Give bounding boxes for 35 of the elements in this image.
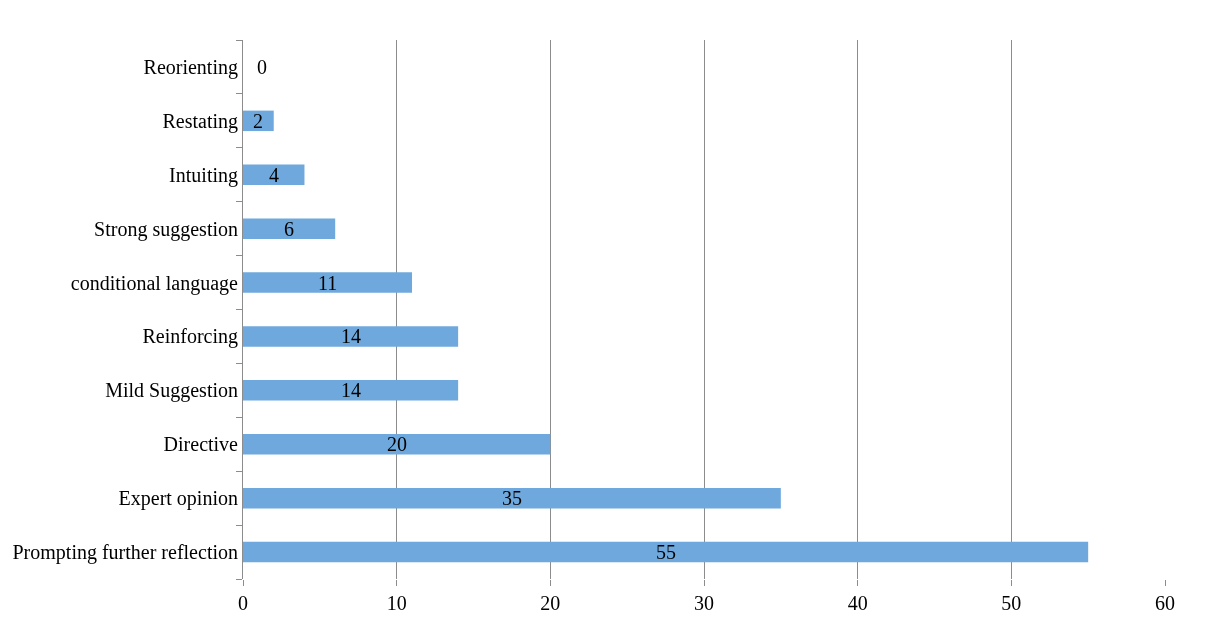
bar [243,164,305,185]
bar [243,434,551,455]
x-tick-label: 50 [1001,592,1022,614]
y-tick-label: Mild Suggestion [105,379,238,403]
bar [243,380,459,401]
bar [243,541,1089,563]
bar [243,218,336,239]
x-tick-label: 40 [847,592,868,614]
data-label: 35 [502,487,522,509]
y-tick-label: Prompting further reflection [12,541,238,565]
y-tick-label: Reinforcing [142,325,238,349]
y-tick-label: Directive [163,433,239,456]
x-tick-label: 60 [1155,592,1175,614]
data-label: 14 [341,379,361,401]
data-label: 4 [269,164,279,186]
x-tick-label: 30 [694,592,714,614]
data-label: 14 [341,325,361,347]
y-tick-label: Intuiting [169,163,238,187]
y-tick-label: Restating [162,109,238,133]
bar [243,272,413,293]
x-tick-label: 10 [386,592,407,614]
data-label: 11 [318,272,338,294]
y-tick-label: Strong suggestion [94,217,238,241]
data-label: 2 [253,110,263,132]
data-label: 0 [257,56,267,78]
data-label: 20 [387,433,407,455]
y-tick-label: Expert opinion [118,487,238,511]
bar [243,487,781,509]
y-tick-label: conditional language [70,271,239,295]
data-label: 6 [284,218,294,240]
y-tick-label: Reorienting [143,55,238,79]
x-tick-label: 20 [540,592,561,614]
bar [243,326,459,347]
x-tick-label: 0 [238,592,248,614]
data-label: 55 [656,541,676,563]
